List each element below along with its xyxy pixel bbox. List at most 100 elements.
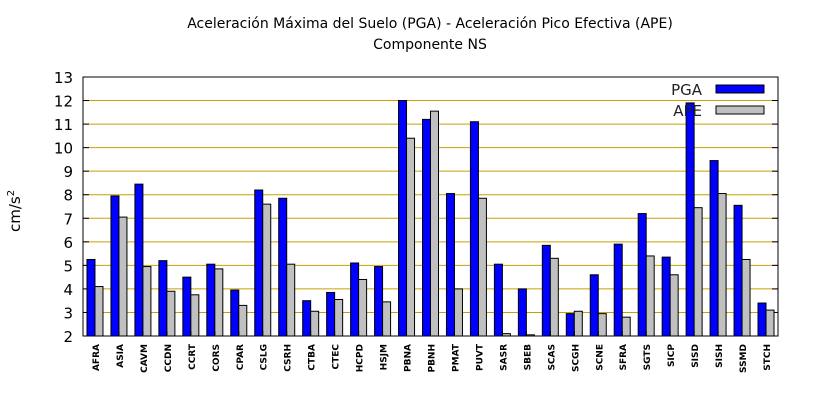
x-tick-label: AFRA — [92, 344, 102, 371]
bar-pga-pbna — [398, 100, 408, 337]
x-tick-label: SFRA — [619, 344, 629, 371]
bar-ape-scgh — [573, 310, 583, 337]
x-tick-label: SSMD — [739, 344, 749, 373]
bar-pga-cslg — [254, 189, 264, 337]
x-tick-label: ASIA — [116, 344, 126, 368]
chart-title: Aceleración Máxima del Suelo (PGA) - Ace… — [187, 16, 673, 32]
bar-ape-stch — [765, 309, 775, 337]
x-tick-label: PMAT — [451, 343, 461, 372]
x-tick-label: PBNH — [428, 344, 438, 373]
bar-pga-scne — [589, 274, 599, 337]
bar-ape-csrh — [286, 263, 296, 337]
y-tick-label: 8 — [63, 187, 73, 205]
x-tick-label: SCAS — [547, 344, 557, 371]
bar-pga-ctec — [326, 291, 336, 337]
bar-ape-afra — [94, 286, 104, 337]
y-tick-label: 5 — [63, 257, 73, 275]
bar-ape-sish — [717, 193, 727, 337]
bar-pga-sgts — [637, 213, 647, 337]
x-tick-label: CAVM — [140, 344, 150, 373]
x-tick-label: PUVT — [475, 343, 485, 371]
y-tick-label: 9 — [63, 163, 73, 181]
bar-ape-sfra — [621, 316, 631, 337]
bar-ape-ctec — [334, 299, 344, 337]
bar-ape-ccdn — [166, 290, 176, 337]
bar-pga-hcpd — [350, 262, 360, 337]
bar-pga-hsjm — [374, 266, 384, 337]
y-tick-label: 11 — [54, 116, 73, 134]
bar-ape-scas — [549, 257, 559, 337]
legend-swatch-ape — [715, 105, 765, 115]
y-tick-label: 7 — [63, 210, 73, 228]
bar-pga-ctba — [302, 300, 312, 337]
y-tick-label: 4 — [63, 281, 73, 299]
bar-pga-sasr — [493, 263, 503, 337]
bar-ape-cpar — [238, 304, 248, 337]
y-tick-label: 2 — [63, 328, 73, 346]
bar-pga-asia — [110, 195, 120, 337]
bar-ape-cors — [214, 268, 224, 337]
bar-pga-stch — [757, 302, 767, 337]
bar-ape-pbnh — [430, 110, 439, 337]
y-axis-label-exponent: 2 — [6, 190, 17, 196]
plot-frame — [82, 76, 779, 337]
x-tick-label: SCGH — [571, 344, 581, 372]
y-tick-label: 13 — [54, 69, 73, 87]
y-axis-label: cm/s2 — [6, 190, 24, 232]
x-tick-label: HCPD — [356, 344, 366, 372]
bar-ape-sicp — [669, 274, 679, 337]
legend-swatch-pga — [715, 84, 765, 94]
x-tick-label: CSLG — [260, 344, 270, 370]
bar-pga-cors — [206, 263, 216, 337]
x-tick-label: CORS — [212, 344, 222, 372]
bar-pga-pbnh — [422, 118, 431, 337]
y-tick-label: 12 — [54, 93, 73, 111]
x-tick-label: CCDN — [164, 344, 174, 372]
y-tick-label: 6 — [63, 234, 73, 252]
x-tick-label: SCNE — [595, 344, 605, 371]
bar-pga-puvt — [469, 121, 479, 337]
bar-ape-cslg — [262, 203, 272, 337]
bar-ape-asia — [118, 216, 128, 337]
bar-ape-puvt — [477, 197, 487, 337]
bar-ape-ssmd — [741, 258, 751, 337]
bar-pga-ssmd — [733, 204, 743, 337]
bar-pga-ccrt — [182, 276, 192, 337]
bar-ape-scne — [597, 313, 607, 337]
x-tick-label: CSRH — [284, 344, 294, 372]
bar-ape-ctba — [310, 310, 320, 337]
bar-ape-sgts — [645, 255, 655, 337]
x-tick-label: SASR — [499, 344, 509, 371]
x-tick-label: PBNA — [404, 344, 414, 372]
bar-pga-csrh — [278, 197, 288, 337]
bar-pga-sish — [709, 160, 719, 337]
x-tick-label: SBEB — [523, 344, 533, 370]
x-tick-label: STCH — [763, 344, 773, 371]
bar-ape-hsjm — [382, 301, 392, 337]
chart-subtitle: Componente NS — [373, 37, 487, 53]
bar-ape-sisd — [693, 207, 703, 337]
x-tick-label: SICP — [667, 344, 677, 367]
bar-pga-sbeb — [517, 288, 527, 337]
x-tick-label: CTEC — [332, 344, 342, 370]
x-tick-label: CCRT — [188, 343, 198, 370]
bar-ape-ccrt — [190, 294, 200, 337]
bar-pga-pmat — [445, 193, 455, 337]
y-tick-label: 10 — [54, 140, 73, 158]
x-tick-label: SGTS — [643, 344, 653, 370]
bar-pga-scas — [541, 244, 551, 337]
bar-pga-cavm — [134, 183, 144, 337]
bar-pga-ccdn — [158, 260, 168, 337]
bar-pga-scgh — [565, 313, 575, 337]
bar-ape-pbna — [406, 137, 416, 337]
bar-pga-sfra — [613, 243, 623, 337]
bar-ape-cavm — [142, 266, 152, 337]
bar-ape-hcpd — [358, 278, 368, 337]
x-tick-label: SISD — [691, 344, 701, 368]
bar-pga-cpar — [230, 289, 240, 337]
bar-pga-afra — [86, 258, 96, 337]
x-tick-label: HSJM — [380, 344, 390, 370]
y-tick-label: 3 — [63, 304, 73, 322]
